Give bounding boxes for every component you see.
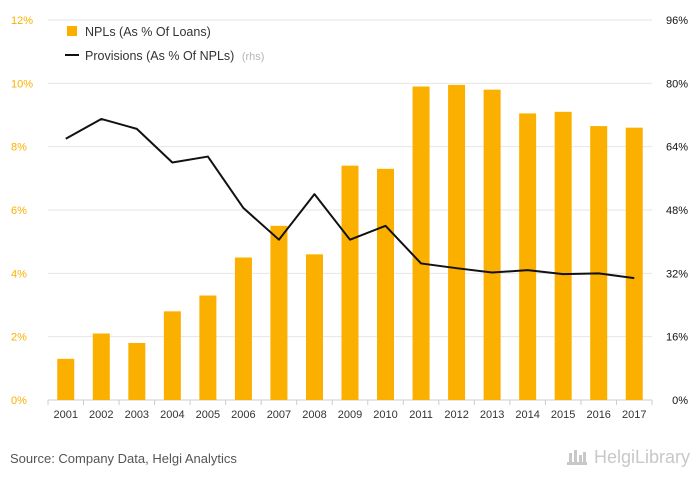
bar (377, 168, 395, 400)
provisions-line (65, 117, 635, 280)
bar (92, 333, 110, 400)
x-tick-label: 2013 (480, 409, 504, 421)
x-tick-label: 2009 (338, 409, 362, 421)
x-tick-label: 2001 (54, 409, 78, 421)
bar (590, 126, 608, 400)
bar (128, 343, 146, 400)
right-axis: 0% 16% 32% 48% 64% 80% 96% (666, 15, 688, 407)
x-tick-label: 2006 (231, 409, 255, 421)
bar (163, 311, 181, 400)
x-tick-label: 2003 (125, 409, 149, 421)
provisions-line-group (65, 117, 635, 280)
right-tick-label: 0% (672, 395, 688, 407)
right-tick-label: 48% (666, 205, 688, 217)
x-tick-label: 2016 (586, 409, 610, 421)
legend-label-npls: NPLs (As % Of Loans) (85, 25, 211, 39)
x-tick-label: 2007 (267, 409, 291, 421)
npl-bars (57, 84, 643, 401)
x-tick-label: 2010 (373, 409, 397, 421)
bar (412, 86, 430, 400)
bar (57, 358, 75, 400)
legend-label-provisions: Provisions (As % Of NPLs) (rhs) (85, 49, 264, 63)
x-tick-label: 2011 (409, 409, 433, 421)
bar (305, 254, 323, 400)
x-tick-label: 2017 (622, 409, 646, 421)
bar (554, 111, 572, 400)
right-tick-label: 80% (666, 78, 688, 90)
right-tick-label: 32% (666, 268, 688, 280)
bar (199, 295, 217, 400)
bar (341, 165, 359, 400)
brand-name: HelgiLibrary (593, 446, 690, 467)
legend-label-provisions-name: Provisions (As % Of NPLs) (85, 49, 234, 63)
left-tick-label: 8% (11, 142, 27, 154)
bar (625, 127, 643, 401)
bar (448, 84, 466, 401)
left-tick-label: 4% (11, 268, 27, 280)
right-tick-label: 16% (666, 332, 688, 344)
x-tick-label: 2012 (444, 409, 468, 421)
x-tick-label: 2004 (160, 409, 184, 421)
left-tick-label: 10% (11, 78, 33, 90)
x-tick-label: 2002 (89, 409, 113, 421)
right-tick-label: 96% (666, 15, 688, 27)
x-tick-label: 2015 (551, 409, 575, 421)
x-axis: 2001 2002 2003 2004 2005 2006 2007 2008 2009 2010… (47, 400, 653, 421)
left-tick-label: 6% (11, 205, 27, 217)
bar (519, 113, 537, 401)
x-tick-label: 2005 (196, 409, 220, 421)
source-note: Source: Company Data, Helgi Analytics (10, 451, 237, 466)
bar (270, 225, 288, 400)
left-axis: 0% 2% 4% 6% 8% 10% 12% (11, 15, 33, 407)
brand-logo: HelgiLibrary (566, 446, 690, 468)
x-tick-label: 2014 (515, 409, 539, 421)
legend: NPLs (As % Of Loans) Provisions (As % Of… (65, 25, 264, 63)
legend-swatch-npls (67, 26, 77, 36)
left-tick-label: 2% (11, 332, 27, 344)
x-tick-label: 2008 (302, 409, 326, 421)
right-tick-label: 64% (666, 142, 688, 154)
bar (234, 257, 252, 400)
legend-label-provisions-rhs: (rhs) (242, 51, 265, 63)
bar (483, 89, 501, 401)
left-tick-label: 12% (11, 15, 33, 27)
library-logo-icon (566, 450, 587, 465)
left-tick-label: 0% (11, 395, 27, 407)
